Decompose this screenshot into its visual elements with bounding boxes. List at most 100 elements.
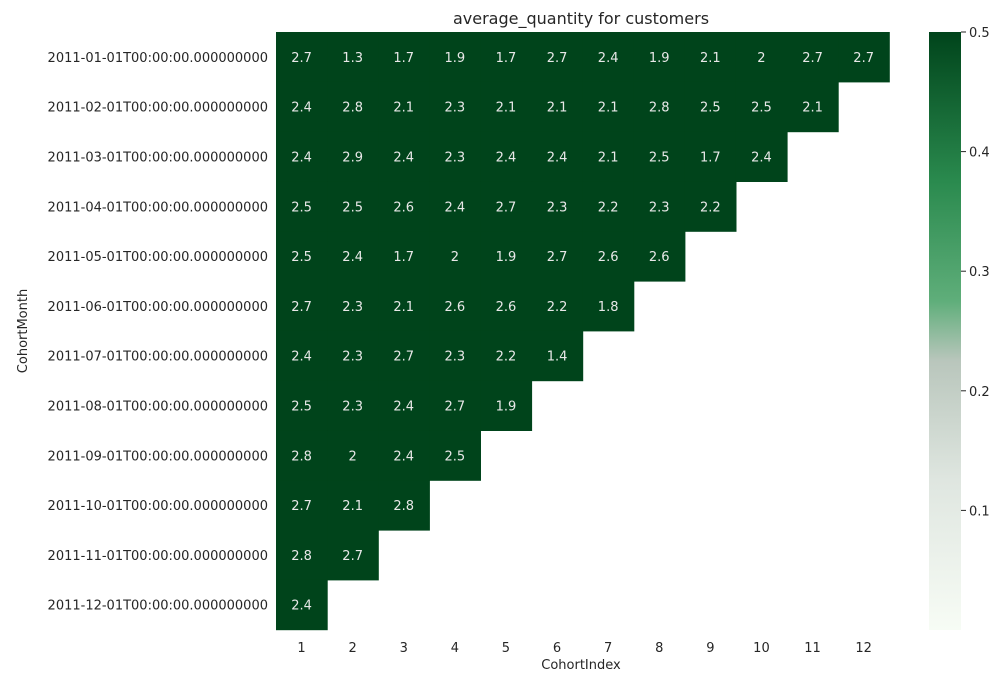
cell-value-label: 2.7 [291, 300, 312, 315]
cell-value-label: 2.4 [393, 449, 414, 464]
heatmap-cell [480, 231, 533, 282]
heatmap-cell [531, 281, 584, 332]
heatmap-cell [378, 330, 430, 382]
cell-value-label: 2.6 [445, 300, 466, 315]
cell-value-label: 2.7 [496, 200, 517, 215]
heatmap-cell [684, 131, 737, 182]
heatmap-cell [531, 330, 584, 382]
colorbar-ticks: 0.1 0.2 0.3 0.4 0.5 [961, 26, 990, 519]
heatmap-cell [582, 281, 635, 332]
cell-value-label: 1.7 [393, 51, 414, 66]
cell-value-label: 2.3 [342, 350, 363, 365]
heatmap-cell [378, 131, 430, 182]
heatmap-cell [327, 231, 379, 282]
heatmap-cell [633, 81, 686, 133]
cell-value-label: 2.6 [393, 200, 414, 215]
x-tick-label: 12 [855, 641, 872, 656]
heatmap-cell [582, 81, 635, 133]
cell-value-label: 2.8 [393, 499, 414, 514]
heatmap-cell [276, 380, 328, 431]
cell-value-label: 2.7 [853, 51, 874, 66]
heatmap-cell [276, 181, 328, 232]
heatmap-cell [378, 281, 430, 332]
cell-value-label: 2.1 [598, 151, 619, 166]
heatmap-cell [429, 81, 481, 133]
x-tick-label: 6 [553, 641, 561, 656]
heatmap-cell [582, 32, 635, 83]
cell-value-label: 2.5 [700, 101, 721, 116]
y-axis-label: CohortMonth [16, 289, 31, 373]
heatmap-cell [582, 181, 635, 232]
heatmap-cell [378, 380, 430, 431]
chart-title: average_quantity for customers [453, 9, 709, 29]
y-tick-label: 2011-08-01T00:00:00.000000000 [48, 400, 268, 415]
heatmap-cell [276, 480, 328, 531]
cell-value-label: 2.4 [342, 250, 363, 265]
cell-value-label: 2.3 [445, 151, 466, 166]
heatmap-cell [582, 231, 635, 282]
heatmap-cell [276, 131, 328, 182]
cell-value-label: 2.7 [802, 51, 823, 66]
heatmap-cell [480, 380, 533, 431]
x-tick-label: 1 [297, 641, 305, 656]
cell-value-label: 1.4 [547, 350, 568, 365]
cell-value-label: 2.4 [291, 350, 312, 365]
x-tick-label: 3 [400, 641, 408, 656]
heatmap-cell [327, 530, 379, 581]
heatmap-cell [684, 181, 737, 232]
heatmap-cell [327, 380, 379, 431]
x-tick-label: 5 [502, 641, 510, 656]
cell-value-label: 2.1 [342, 499, 363, 514]
heatmap-cell [327, 281, 379, 332]
cell-value-label: 2.3 [445, 350, 466, 365]
heatmap-cell [480, 281, 533, 332]
cell-value-label: 2.4 [598, 51, 619, 66]
heatmap-cell [378, 181, 430, 232]
heatmap-cell [378, 231, 430, 282]
cell-value-label: 2.1 [598, 101, 619, 116]
heatmap-cell [429, 281, 481, 332]
cell-value-label: 2.6 [598, 250, 619, 265]
cell-value-label: 2.1 [393, 101, 414, 116]
colorbar-tick-label: 0.1 [969, 504, 990, 519]
cell-value-label: 2.3 [342, 400, 363, 415]
cell-value-label: 2.2 [547, 300, 568, 315]
heatmap-cell [429, 231, 481, 282]
x-axis-label: CohortIndex [541, 658, 621, 673]
heatmap-cell [787, 32, 839, 83]
cell-value-label: 2.1 [700, 51, 721, 66]
cell-value-label: 2.1 [802, 101, 823, 116]
colorbar-tick-label: 0.3 [969, 265, 990, 280]
x-tick-label: 10 [753, 641, 770, 656]
cell-value-label: 2.4 [393, 400, 414, 415]
cell-value-label: 2.2 [496, 350, 517, 365]
heatmap-cell [633, 181, 686, 232]
cell-value-label: 2.4 [291, 599, 312, 614]
colorbar-tick-label: 0.5 [969, 26, 990, 41]
cell-value-label: 2.1 [496, 101, 517, 116]
cell-value-label: 2.1 [547, 101, 568, 116]
cell-value-label: 2.3 [445, 101, 466, 116]
cell-value-label: 1.8 [598, 300, 619, 315]
cell-value-label: 2 [451, 250, 459, 265]
heatmap-cell [684, 81, 737, 133]
heatmap-cell [633, 231, 686, 282]
heatmap-cell [787, 81, 839, 133]
cell-value-label: 2.7 [547, 250, 568, 265]
heatmap-cell [480, 181, 533, 232]
cell-value-label: 2.7 [291, 499, 312, 514]
cell-value-label: 2.6 [649, 250, 670, 265]
cell-value-label: 1.3 [342, 51, 363, 66]
heatmap-cell [276, 81, 328, 133]
cell-value-label: 2.5 [291, 400, 312, 415]
cell-value-label: 2.3 [547, 200, 568, 215]
cell-value-label: 2.4 [496, 151, 517, 166]
cell-value-label: 2 [757, 51, 765, 66]
heatmap-cell [582, 131, 635, 182]
cell-value-label: 2.5 [291, 200, 312, 215]
heatmap-cell [327, 32, 379, 83]
heatmap-cell [276, 330, 328, 382]
heatmap-cell [480, 32, 533, 83]
cell-value-label: 2.7 [445, 400, 466, 415]
